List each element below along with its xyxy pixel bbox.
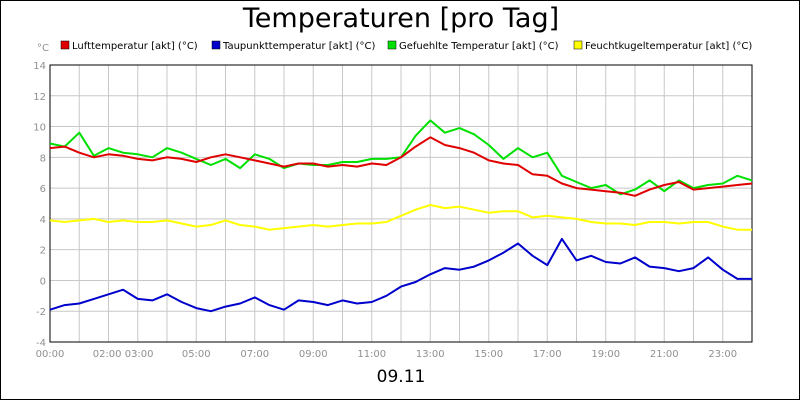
legend-swatch [211,40,221,50]
y-tick-label: -4 [36,338,46,349]
x-tick-label: 05:00 [182,349,211,360]
y-tick-label: 0 [40,276,46,287]
date-label: 09.11 [376,367,426,387]
chart-title: Temperaturen [pro Tag] [242,3,560,34]
legend-label: Lufttemperatur [akt] (°C) [72,41,198,52]
legend-label: Taupunkttemperatur [akt] (°C) [222,41,375,52]
x-tick-label: 02:00 03:00 [93,349,154,360]
x-tick-label: 15:00 [474,349,503,360]
legend-label: Gefuehlte Temperatur [akt] (°C) [399,41,559,52]
x-tick-label: 13:00 [416,349,445,360]
series-line [49,237,752,313]
x-tick-label: 21:00 [650,349,679,360]
series-line [49,204,752,231]
y-tick-label: 2 [40,246,46,257]
y-tick-label: 8 [40,153,46,164]
x-tick-label: 09:00 [299,349,328,360]
x-tick-label: 23:00 [708,349,737,360]
y-tick-label: 12 [33,92,46,103]
y-tick-label: 4 [40,215,46,226]
legend-swatch [573,40,583,50]
x-tick-label: 07:00 [240,349,269,360]
x-tick-label: 17:00 [533,349,562,360]
y-tick-label: 10 [33,123,46,134]
legend-swatch [387,40,397,50]
y-tick-label: -2 [36,307,46,318]
legend-swatch [60,40,70,50]
plot-area-border [49,64,753,343]
x-tick-label: 11:00 [357,349,386,360]
y-tick-label: 6 [40,184,46,195]
x-tick-label: 19:00 [591,349,620,360]
y-axis-unit: °C [37,43,49,54]
legend-label: Feuchtkugeltemperatur [akt] (°C) [585,41,752,52]
x-tick-label: 00:00 [36,349,65,360]
series-line [49,136,753,197]
y-tick-label: 14 [33,61,46,72]
